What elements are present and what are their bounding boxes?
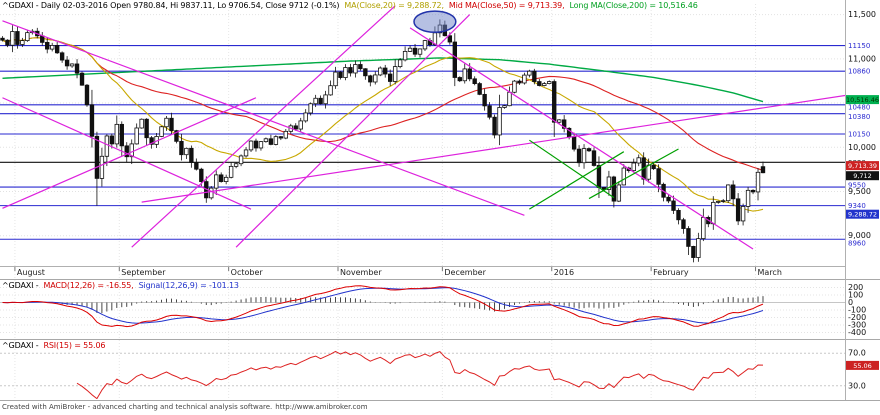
price-badge (846, 95, 879, 105)
svg-text:-100: -100 (848, 306, 866, 315)
macd-histogram (7, 296, 764, 314)
rsi-axis: 70.0 30.0 55.06 (846, 349, 879, 390)
price-axis: 11,500 11,000 10,000 9,500 9,000 11150 10860 10… (846, 10, 879, 248)
top-ellipse-annotation[interactable] (413, 10, 457, 34)
price-badge (846, 171, 879, 181)
svg-text:11,000: 11,000 (848, 54, 876, 63)
svg-text:March: March (758, 268, 782, 277)
credit-text: Created with AmiBroker - advanced charti… (2, 403, 273, 411)
svg-text:10480: 10480 (848, 103, 870, 111)
price-title-ma200: Long MA(Close,200) = 10,516.46 (569, 1, 698, 10)
svg-text:10,516.46: 10,516.46 (846, 96, 879, 104)
price-plot (0, 19, 845, 263)
price-badge (846, 209, 879, 219)
svg-text:10,000: 10,000 (848, 143, 876, 152)
svg-text:11150: 11150 (848, 42, 870, 50)
svg-text:9,713.39: 9,713.39 (848, 162, 877, 170)
month-axis: August September October November December 20… (14, 266, 782, 277)
svg-text:30.0: 30.0 (848, 381, 866, 390)
rsi-plot (76, 350, 764, 399)
svg-text:9,000: 9,000 (848, 231, 871, 240)
pane-frames (0, 0, 880, 401)
rsi-grid (0, 352, 845, 387)
svg-text:0: 0 (848, 298, 853, 307)
macd-grid (0, 287, 845, 333)
svg-text:November: November (340, 268, 382, 277)
svg-text:9,712: 9,712 (853, 172, 872, 180)
svg-text:September: September (121, 268, 166, 277)
svg-text:55.06: 55.06 (853, 362, 872, 370)
ma200-line (2, 57, 764, 103)
candles-layer (0, 19, 766, 263)
rsi-line (76, 350, 764, 399)
price-title-main: ^GDAXI - Daily 02-03-2016 Open 9780.84, … (2, 1, 340, 10)
price-title-ma50: Mid MA(Close,50) = 9,713.39, (448, 1, 565, 10)
macd-title-symbol: ^GDAXI - (2, 281, 39, 290)
rsi-title-symbol: ^GDAXI - (2, 341, 39, 350)
svg-text:October: October (231, 268, 264, 277)
svg-text:70.0: 70.0 (848, 349, 866, 358)
svg-text:2016: 2016 (554, 268, 574, 277)
price-badge (846, 161, 879, 171)
price-pane-title: ^GDAXI - Daily 02-03-2016 Open 9780.84, … (2, 1, 703, 11)
macd-title-value: MACD(12,26) = -16.55, (43, 281, 134, 290)
svg-text:10380: 10380 (848, 113, 870, 121)
svg-text:August: August (17, 268, 45, 277)
amibroker-url[interactable]: http://www.amibroker.com (275, 403, 368, 411)
ma50-line (2, 37, 764, 172)
svg-text:December: December (444, 268, 486, 277)
macd-pane-title: ^GDAXI - MACD(12,26) = -16.55, Signal(12,2… (2, 281, 244, 291)
svg-text:100: 100 (848, 291, 863, 300)
svg-text:-400: -400 (848, 328, 866, 337)
svg-text:10860: 10860 (848, 68, 870, 76)
svg-text:February: February (653, 268, 689, 277)
svg-text:9,288.72: 9,288.72 (848, 211, 877, 219)
ma20-line (2, 37, 764, 212)
price-title-ma20: MA(Close,20) = 9,288.72, (344, 1, 444, 10)
rsi-title-value: RSI(15) = 55.06 (43, 341, 106, 350)
svg-text:-300: -300 (848, 321, 866, 330)
svg-text:9340: 9340 (848, 202, 866, 210)
svg-text:10150: 10150 (848, 131, 870, 139)
trendline-layer[interactable] (2, 5, 847, 250)
footer-credit: Created with AmiBroker - advanced charti… (2, 403, 371, 411)
svg-text:11,500: 11,500 (848, 10, 876, 19)
svg-text:9,500: 9,500 (848, 187, 871, 196)
svg-text:-200: -200 (848, 313, 866, 322)
svg-text:9550: 9550 (848, 182, 866, 190)
macd-line (2, 285, 764, 328)
svg-text:8960: 8960 (848, 240, 866, 248)
rsi-pane-title: ^GDAXI - RSI(15) = 55.06 (2, 341, 110, 351)
macd-title-signal: Signal(12,26,9) = -101.13 (138, 281, 239, 290)
macd-plot (2, 285, 764, 328)
rsi-badge (846, 360, 879, 370)
svg-text:200: 200 (848, 283, 863, 292)
